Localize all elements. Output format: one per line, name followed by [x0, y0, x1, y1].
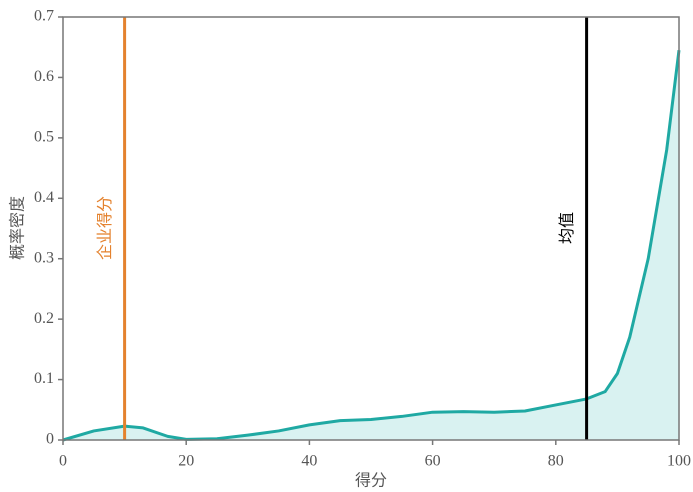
y-tick-label: 0.2 [34, 310, 54, 327]
y-tick-label: 0.4 [34, 189, 54, 206]
x-axis-label: 得分 [355, 471, 387, 490]
y-tick-label: 0.6 [34, 68, 54, 85]
x-tick-label: 20 [178, 453, 194, 470]
x-tick-label: 60 [425, 453, 441, 470]
y-tick-label: 0.1 [34, 370, 54, 387]
x-tick-label: 0 [59, 453, 67, 470]
y-tick-label: 0 [46, 431, 54, 448]
y-axis-label: 概率密度 [8, 196, 27, 260]
x-tick-label: 100 [667, 453, 691, 470]
x-tick-label: 40 [301, 453, 317, 470]
y-tick-label: 0.3 [34, 249, 54, 266]
x-tick-label: 80 [548, 453, 564, 470]
density-line [62, 50, 681, 442]
reference-label: 企业得分 [95, 196, 114, 260]
plot-frame [62, 16, 680, 441]
area-fill [63, 50, 679, 441]
y-tick-label: 0.7 [34, 8, 54, 25]
y-tick-label: 0.5 [34, 129, 54, 146]
reference-label: 均值 [557, 212, 576, 244]
